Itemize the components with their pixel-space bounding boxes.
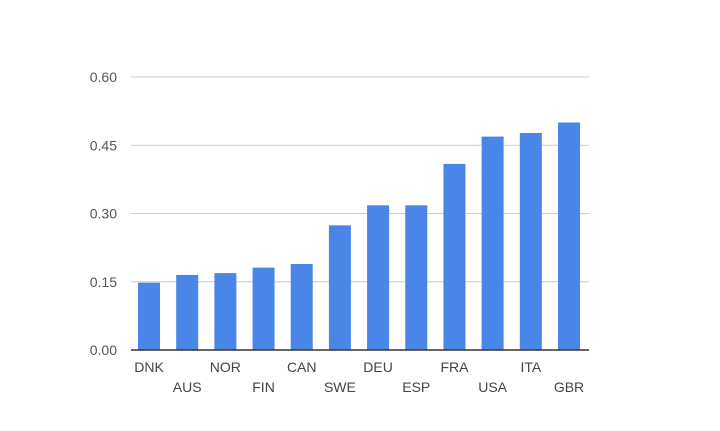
bar-nor xyxy=(214,273,237,350)
x-tick-label-esp: ESP xyxy=(402,379,430,395)
bar-aus xyxy=(176,274,199,350)
bar-esp xyxy=(405,205,428,350)
grid-lines xyxy=(131,76,589,283)
y-tick-label: 0.00 xyxy=(90,342,117,358)
y-tick-label: 0.30 xyxy=(90,206,117,222)
bar-deu xyxy=(367,205,390,350)
x-tick-label-deu: DEU xyxy=(363,359,393,375)
x-tick-label-can: CAN xyxy=(287,359,317,375)
x-axis-labels: DNK AUS NOR FIN CAN SWE DEU ESP FRA USA ITA GBR xyxy=(134,359,584,395)
bar-usa xyxy=(481,136,504,350)
x-tick-label-usa: USA xyxy=(478,379,507,395)
x-tick-label-ita: ITA xyxy=(520,359,541,375)
bars xyxy=(138,122,580,350)
x-tick-label-fin: FIN xyxy=(252,379,275,395)
y-axis-ticks: 0.00 0.15 0.30 0.45 0.60 xyxy=(90,69,117,358)
bar-dnk xyxy=(138,282,160,350)
x-tick-label-aus: AUS xyxy=(173,379,202,395)
bar-can xyxy=(290,264,313,350)
x-tick-label-nor: NOR xyxy=(210,359,241,375)
y-tick-label: 0.45 xyxy=(90,137,117,153)
x-tick-label-dnk: DNK xyxy=(134,359,164,375)
x-tick-label-swe: SWE xyxy=(324,379,356,395)
bar-fin xyxy=(252,267,275,350)
x-tick-label-gbr: GBR xyxy=(554,379,584,395)
bar-gbr xyxy=(558,122,580,350)
y-tick-label: 0.15 xyxy=(90,274,117,290)
x-tick-label-fra: FRA xyxy=(440,359,469,375)
y-tick-label: 0.60 xyxy=(90,69,117,85)
bar-fra xyxy=(443,163,466,350)
bar-ita xyxy=(519,132,542,350)
bar-swe xyxy=(328,225,351,350)
